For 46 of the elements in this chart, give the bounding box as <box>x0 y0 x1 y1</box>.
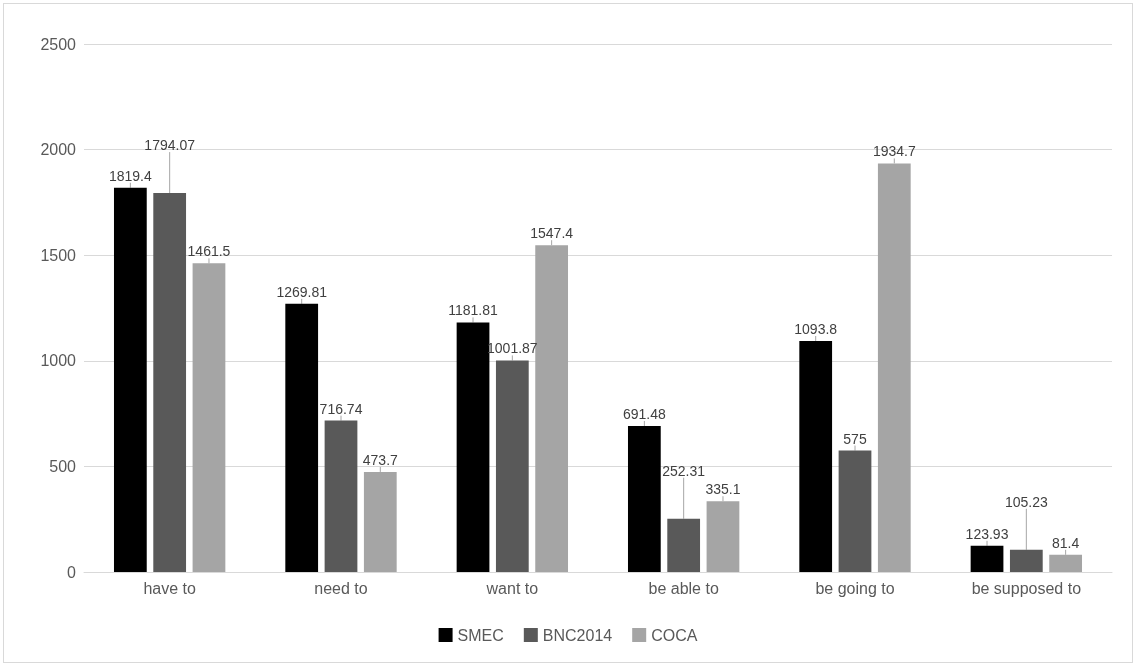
bar <box>1009 549 1043 572</box>
data-label: 335.1 <box>705 481 741 498</box>
legend-label: COCA <box>651 626 698 644</box>
x-tick-label: be supposed to <box>971 579 1082 597</box>
bar <box>363 471 397 572</box>
bar <box>799 340 833 572</box>
data-label: 1547.4 <box>530 225 574 242</box>
data-label: 1794.07 <box>144 137 196 154</box>
data-label: 1819.4 <box>108 167 152 184</box>
data-label: 691.48 <box>622 405 666 422</box>
y-tick-label: 1000 <box>40 352 77 370</box>
data-label: 252.31 <box>662 462 706 479</box>
legend-label: BNC2014 <box>542 626 613 644</box>
y-tick-label: 2500 <box>40 35 77 53</box>
bar <box>113 187 147 572</box>
x-tick-label: be able to <box>648 579 719 597</box>
bar <box>324 420 358 572</box>
data-label: 1093.8 <box>794 320 838 337</box>
x-tick-label: need to <box>314 579 368 597</box>
data-label: 1181.81 <box>448 302 499 319</box>
y-tick-label: 500 <box>49 457 77 475</box>
bar <box>1049 554 1083 572</box>
x-tick-label: be going to <box>815 579 895 597</box>
data-label: 575 <box>843 430 867 447</box>
data-label: 1934.7 <box>872 143 916 160</box>
bar <box>970 545 1004 572</box>
y-tick-label: 0 <box>67 563 77 581</box>
bar <box>627 425 661 572</box>
bar <box>285 303 319 572</box>
y-tick-label: 1500 <box>40 246 77 264</box>
bar <box>838 450 872 572</box>
bar <box>153 193 187 572</box>
y-tick-label: 2000 <box>40 141 77 159</box>
data-label: 1461.5 <box>187 243 231 260</box>
data-label: 716.74 <box>319 400 363 417</box>
bar <box>495 360 529 572</box>
x-tick-label: want to <box>485 579 539 597</box>
bar <box>456 322 490 572</box>
x-tick-label: have to <box>143 579 197 597</box>
data-label: 123.93 <box>965 525 1009 542</box>
data-label: 105.23 <box>1004 493 1048 510</box>
legend-label: SMEC <box>457 626 504 644</box>
data-label: 81.4 <box>1052 534 1080 551</box>
bar <box>667 518 701 572</box>
data-label: 1269.81 <box>276 283 328 300</box>
data-label: 473.7 <box>362 451 399 468</box>
